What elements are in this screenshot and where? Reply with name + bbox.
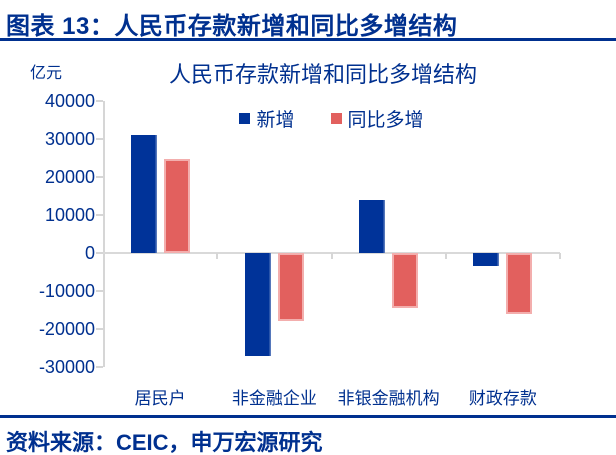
y-axis-tick xyxy=(96,328,103,330)
y-tick-label: -20000 xyxy=(38,319,95,339)
y-tick-label: -10000 xyxy=(38,281,95,301)
source-note: 资料来源：CEIC，申万宏源研究 xyxy=(6,430,323,455)
y-axis-line xyxy=(103,101,105,367)
chart-legend: 新增 同比多增 xyxy=(103,105,560,132)
footer-rule xyxy=(0,415,616,418)
y-tick-label: 0 xyxy=(84,243,95,263)
y-tick-label: 10000 xyxy=(44,205,95,225)
bar-新增-财政存款 xyxy=(473,253,500,267)
y-tick-label: 30000 xyxy=(44,129,95,149)
y-tick-label: 20000 xyxy=(44,167,95,187)
chart-title: 人民币存款新增和同比多增结构 xyxy=(168,62,477,87)
legend-swatch-icon xyxy=(239,113,251,124)
y-axis-tick xyxy=(96,366,103,368)
legend-swatch-icon xyxy=(330,113,342,124)
category-label: 非银金融机构 xyxy=(337,389,440,408)
y-axis-unit-label: 亿元 xyxy=(30,65,63,82)
legend-item-新增: 新增 xyxy=(239,105,295,132)
bar-新增-非银金融机构 xyxy=(359,199,386,253)
x-axis-tick xyxy=(330,253,333,259)
bar-同比多增-财政存款 xyxy=(506,253,533,314)
bar-新增-非金融企业 xyxy=(244,253,271,356)
y-axis-tick xyxy=(96,176,103,178)
y-tick-label: 40000 xyxy=(44,91,95,111)
category-label: 居民户 xyxy=(134,389,186,408)
legend-item-同比多增: 同比多增 xyxy=(330,105,424,132)
y-axis-tick xyxy=(96,138,103,140)
y-axis-tick xyxy=(96,214,103,216)
y-axis-tick xyxy=(96,252,103,254)
bar-新增-居民户 xyxy=(130,135,157,253)
x-axis-tick xyxy=(216,253,219,259)
legend-label: 新增 xyxy=(256,110,295,131)
bar-同比多增-居民户 xyxy=(163,158,190,253)
bar-同比多增-非金融企业 xyxy=(277,253,304,321)
figure-header-title: 图表 13：人民币存款新增和同比多增结构 xyxy=(6,13,458,40)
y-axis-tick xyxy=(96,290,103,292)
x-axis-tick xyxy=(559,253,561,259)
x-axis-tick xyxy=(444,253,447,259)
bar-同比多增-非银金融机构 xyxy=(392,253,419,309)
y-axis-tick xyxy=(96,100,103,102)
category-label: 非金融企业 xyxy=(231,389,317,408)
legend-label: 同比多增 xyxy=(347,110,424,131)
y-tick-label: -30000 xyxy=(38,357,95,377)
header-underline xyxy=(0,38,616,41)
category-label: 财政存款 xyxy=(468,389,537,408)
